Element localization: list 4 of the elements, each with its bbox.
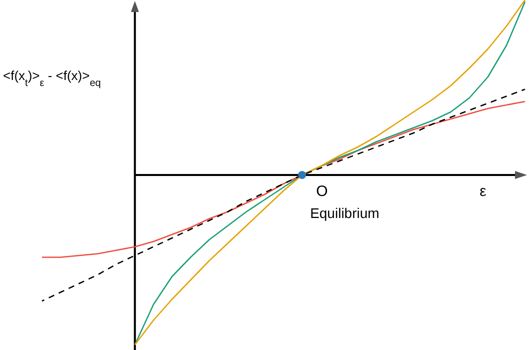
annotation: Equilibrium	[310, 205, 380, 221]
annotation: O	[316, 183, 328, 200]
x-axis-title: ε	[480, 183, 487, 200]
y-axis-title: <f(x$_{t}$)>$_{ε}$ - <f(x)>$_{eq}$	[3, 68, 101, 88]
